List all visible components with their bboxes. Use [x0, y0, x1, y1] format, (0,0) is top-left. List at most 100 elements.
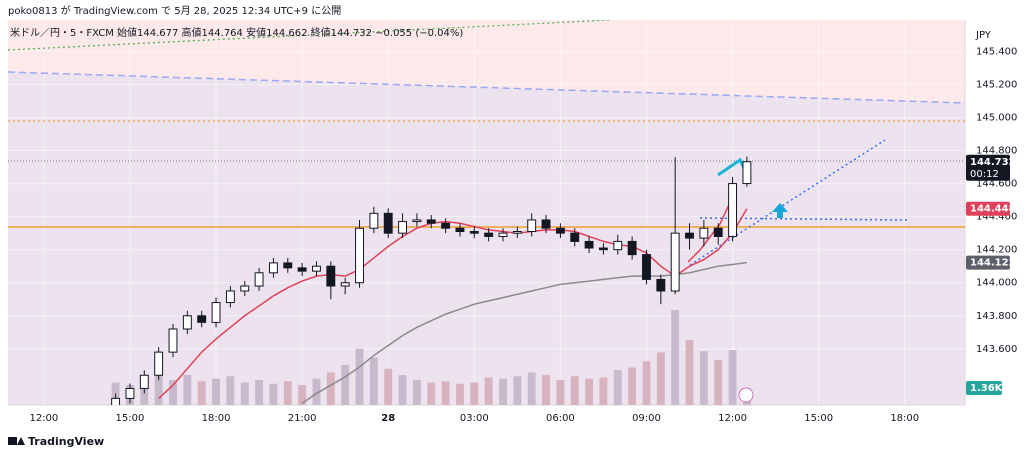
legend: 米ドル／円・5・FXCM 始値144.677 高値144.764 安値144.6…: [10, 26, 463, 39]
volume-bar: [542, 375, 550, 405]
candle-body: [527, 219, 537, 233]
volume-label-box: [966, 381, 1002, 395]
candle-body: [426, 219, 436, 224]
volume-bar: [398, 375, 407, 405]
volume-bar: [499, 378, 507, 405]
volume-bar: [556, 380, 565, 405]
candle-body: [555, 227, 565, 234]
x-tick-label: 09:00: [632, 413, 661, 424]
volume-bar: [656, 352, 665, 405]
y-tick-label: 145.200: [976, 79, 1017, 90]
candle-body: [398, 221, 408, 234]
candle-body: [498, 232, 508, 237]
candle-body: [670, 232, 680, 292]
candle-body: [512, 231, 522, 234]
volume-bar: [685, 340, 694, 405]
volume-bar: [341, 365, 350, 405]
y-tick-label: 144.000: [976, 278, 1017, 289]
volume-bar: [312, 378, 321, 405]
candle-body: [139, 374, 149, 389]
volume-bar: [326, 372, 335, 405]
volume-bar: [355, 348, 364, 405]
x-tick-label: 15:00: [804, 413, 833, 424]
candle-body: [297, 267, 307, 272]
y-tick-label: 144.600: [976, 179, 1017, 190]
candle-body: [441, 222, 451, 229]
x-tick-label: 18:00: [890, 413, 919, 424]
volume-bar: [412, 380, 421, 405]
candle-body: [613, 240, 623, 251]
volume-bar: [628, 367, 637, 405]
candle-body: [728, 183, 738, 237]
candle-body: [355, 227, 364, 284]
footer-logo: [8, 437, 25, 445]
volume-bar: [197, 381, 206, 405]
candle-body: [111, 397, 121, 405]
x-tick-label: 21:00: [288, 413, 317, 424]
y-tick-label: 145.400: [976, 46, 1017, 57]
candle-body: [584, 240, 594, 249]
volume-bar: [169, 380, 177, 405]
green-trendline: [8, 20, 611, 51]
x-tick-label: 15:00: [116, 413, 145, 424]
upper-zone: [8, 20, 965, 103]
y-tick-label: 145.000: [976, 112, 1017, 123]
candle-body: [713, 227, 723, 237]
volume-bar: [298, 385, 307, 405]
candle-body: [541, 219, 551, 229]
x-tick-label: 12:00: [29, 413, 58, 424]
countdown: 00:12: [970, 169, 999, 180]
candle-body: [125, 387, 135, 399]
candle-body: [742, 161, 752, 185]
volume-label: 1.36K: [970, 383, 1004, 394]
volume-bar: [384, 368, 393, 405]
volume-bar: [699, 351, 708, 405]
volume-bar: [513, 376, 522, 405]
volume-bar: [154, 373, 163, 405]
x-tick-label: 03:00: [460, 413, 489, 424]
candle-body: [182, 315, 192, 330]
volume-bar: [570, 376, 579, 405]
volume-bar: [183, 375, 192, 405]
price-label: 144.122: [970, 258, 1016, 269]
candle-body: [642, 254, 651, 280]
volume-bar: [212, 378, 220, 405]
volume-bar: [728, 350, 737, 405]
volume-bar: [427, 382, 436, 405]
volume-bar: [269, 383, 278, 405]
candle-body: [254, 272, 264, 287]
dotted-trendline: [689, 139, 886, 266]
candle-body: [383, 212, 393, 234]
price-label-box: [966, 255, 1010, 270]
volume-bar: [255, 380, 264, 405]
volume-bar: [527, 372, 536, 405]
volume-bar: [240, 382, 249, 405]
y-tick-label: 144.200: [976, 245, 1017, 256]
candle-body: [326, 265, 336, 287]
y-tick-label: 143.800: [976, 311, 1017, 322]
candle-body: [656, 278, 666, 292]
volume-bar: [484, 377, 493, 405]
volume-bar: [456, 383, 464, 405]
candle-body: [412, 219, 422, 223]
candle-body: [570, 232, 580, 242]
y-tick-label: 144.400: [976, 212, 1017, 223]
price-label: 144.732: [970, 157, 1016, 168]
volume-bar: [470, 382, 479, 405]
volume-bar: [714, 360, 723, 405]
candle-body: [685, 232, 694, 239]
candle-body: [197, 315, 207, 323]
candle-body: [699, 227, 709, 239]
red-drawing: [687, 191, 736, 263]
up-arrow: [772, 203, 788, 218]
event-icon[interactable]: [738, 387, 754, 403]
header: poko0813 が TradingView.com で 5月 28, 2025…: [8, 4, 341, 17]
candle-body: [627, 240, 637, 256]
volume-bar: [585, 378, 594, 405]
price-label-box: [966, 201, 1010, 216]
candle-body: [268, 262, 278, 274]
blue-trendline: [8, 71, 965, 104]
y-tick-label: 144.800: [976, 146, 1017, 157]
candle-body: [469, 231, 479, 234]
